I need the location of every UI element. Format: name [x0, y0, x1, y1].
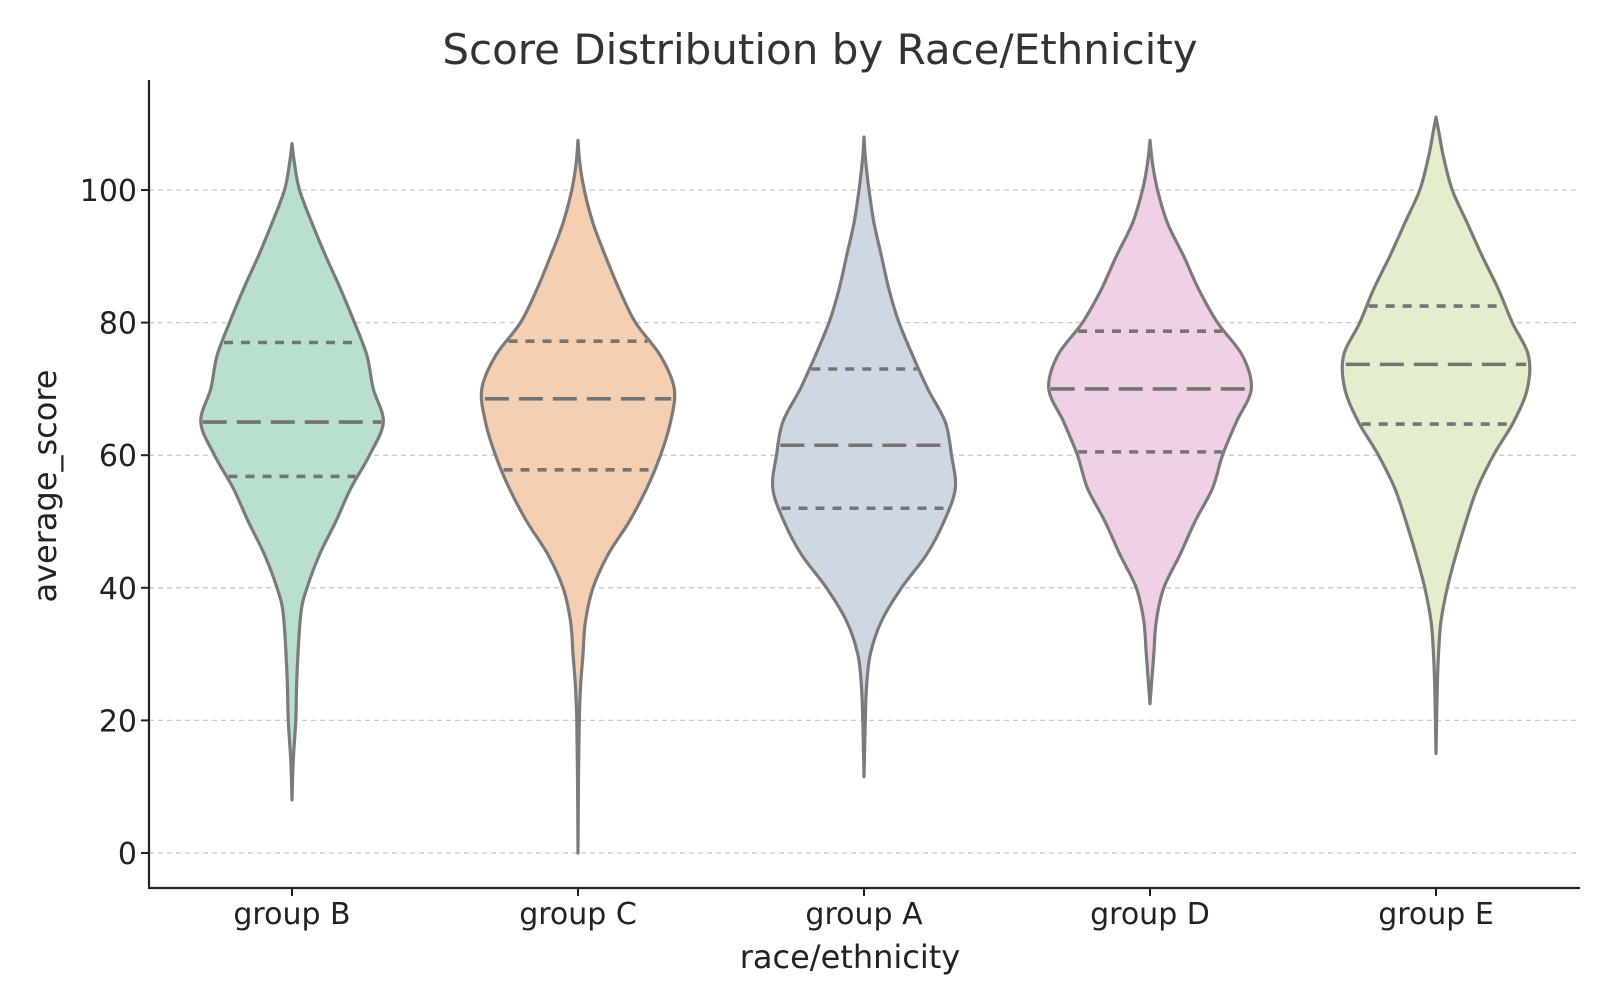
- y-ticks: 0 20 40 60 80 100: [80, 174, 149, 872]
- x-ticks: group B group C group A group D group E: [233, 888, 1494, 932]
- violin-group: [1340, 115, 1532, 756]
- y-axis-label: average_score: [26, 370, 64, 603]
- x-tick-label: group C: [519, 897, 637, 932]
- y-tick-label: 80: [99, 307, 137, 342]
- violin-group: [479, 138, 677, 855]
- y-tick-label: 20: [99, 704, 137, 739]
- chart-title: Score Distribution by Race/Ethnicity: [442, 25, 1197, 74]
- x-tick-label: group E: [1378, 897, 1494, 932]
- violin-body: [199, 142, 385, 802]
- x-axis-label: race/ethnicity: [740, 938, 960, 976]
- violin-body: [479, 138, 677, 855]
- violin-group: [1047, 138, 1254, 706]
- y-tick-label: 100: [80, 174, 137, 209]
- violin-body: [1340, 115, 1532, 756]
- y-tick-label: 40: [99, 572, 137, 607]
- violin-group: [770, 135, 958, 779]
- y-tick-label: 0: [118, 837, 137, 872]
- x-tick-label: group A: [805, 897, 923, 932]
- x-tick-label: group D: [1090, 897, 1210, 932]
- y-tick-label: 60: [99, 439, 137, 474]
- violins: [199, 115, 1532, 855]
- violin-group: [199, 142, 385, 802]
- violin-body: [770, 135, 958, 779]
- x-tick-label: group B: [233, 897, 350, 932]
- violin-body: [1047, 138, 1254, 706]
